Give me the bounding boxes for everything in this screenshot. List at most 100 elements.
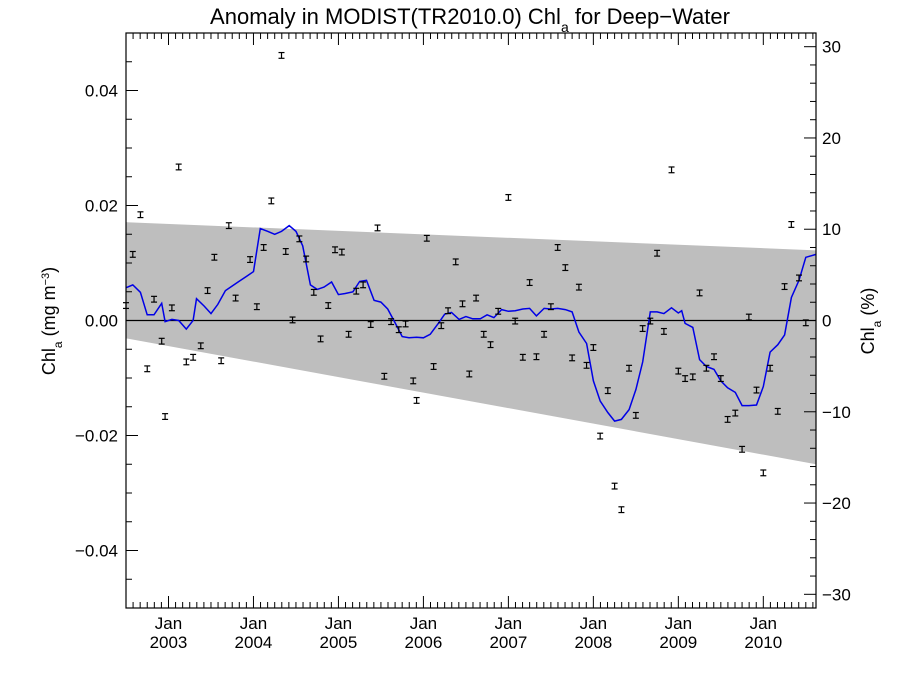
- data-point: [519, 353, 526, 361]
- x-tick-label-month: Jan: [325, 614, 352, 633]
- data-point: [781, 283, 788, 291]
- uncertainty-band-layer: [126, 222, 816, 465]
- y-left-tick-label: 0.02: [85, 197, 118, 216]
- data-point: [445, 307, 452, 315]
- data-point: [260, 244, 267, 251]
- x-tick-label-month: Jan: [580, 614, 607, 633]
- data-point: [487, 341, 494, 349]
- data-point: [211, 253, 218, 261]
- data-point: [466, 370, 473, 378]
- data-point: [232, 294, 239, 302]
- data-point: [325, 302, 332, 310]
- y-left-tick-label: −0.04: [75, 542, 118, 561]
- data-point: [144, 365, 151, 373]
- data-point: [360, 281, 367, 289]
- data-point: [162, 413, 169, 420]
- labels-layer: Anomaly in MODIST(TR2010.0) Chla for Dee…: [39, 4, 884, 375]
- data-point: [647, 317, 654, 325]
- data-point: [739, 445, 746, 453]
- data-point: [632, 411, 639, 419]
- data-point: [597, 432, 604, 440]
- x-tick-label-month: Jan: [240, 614, 267, 633]
- y-left-tick-label: 0.04: [85, 82, 118, 101]
- data-point: [268, 197, 275, 205]
- data-point: [639, 325, 646, 333]
- data-point: [774, 407, 781, 415]
- data-point: [682, 375, 689, 383]
- chart-title: Anomaly in MODIST(TR2010.0) Chla for Dee…: [210, 4, 730, 35]
- data-point: [168, 304, 175, 312]
- x-tick-label-year: 2009: [659, 633, 697, 652]
- y-left-tick-label: 0.00: [85, 312, 118, 331]
- data-point: [724, 415, 731, 423]
- data-point: [626, 364, 633, 372]
- data-point: [253, 303, 260, 311]
- data-point: [190, 353, 197, 361]
- data-point: [533, 353, 540, 361]
- axes-layer: Jan2003Jan2004Jan2005Jan2006Jan2007Jan20…: [75, 32, 851, 652]
- data-point: [402, 320, 409, 328]
- data-point: [668, 166, 675, 174]
- data-point: [796, 274, 803, 282]
- data-point: [278, 51, 285, 59]
- y-right-tick-label: 10: [822, 220, 841, 239]
- x-tick-label-month: Jan: [155, 614, 182, 633]
- data-point: [413, 396, 420, 404]
- y-right-tick-label: −30: [822, 585, 851, 604]
- data-point: [438, 322, 445, 330]
- y-axis-right-title: Chla (%): [858, 288, 884, 355]
- data-points-layer: [123, 51, 809, 514]
- data-point: [703, 364, 710, 372]
- data-point: [317, 335, 324, 343]
- data-point: [423, 234, 430, 242]
- data-point: [388, 318, 395, 326]
- data-point: [204, 287, 211, 295]
- data-point: [310, 288, 317, 296]
- data-point: [689, 373, 696, 381]
- y-right-tick-label: 0: [822, 312, 831, 331]
- data-point: [289, 316, 296, 324]
- uncertainty-band: [126, 222, 816, 465]
- data-point: [611, 482, 618, 490]
- x-tick-label-year: 2006: [404, 633, 442, 652]
- data-point: [745, 313, 752, 321]
- data-point: [473, 294, 480, 302]
- data-point: [374, 224, 381, 232]
- x-tick-label-year: 2008: [574, 633, 612, 652]
- data-point: [367, 321, 374, 328]
- data-point: [303, 255, 310, 263]
- x-tick-label-month: Jan: [750, 614, 777, 633]
- y-axis-left-title: Chla (mg m−3): [39, 267, 65, 375]
- x-tick-label-month: Jan: [410, 614, 437, 633]
- data-point: [604, 387, 611, 395]
- data-point: [760, 469, 767, 477]
- y-left-tick-label: −0.02: [75, 427, 118, 446]
- data-point: [480, 330, 487, 338]
- data-point: [505, 193, 512, 201]
- x-tick-label-month: Jan: [665, 614, 692, 633]
- data-point: [675, 367, 682, 375]
- x-tick-label-year: 2005: [320, 633, 358, 652]
- data-point: [569, 354, 576, 362]
- data-point: [282, 248, 289, 255]
- data-point: [753, 386, 760, 394]
- data-point: [338, 248, 345, 256]
- data-point: [430, 363, 437, 370]
- data-point: [395, 326, 402, 334]
- data-point: [767, 364, 774, 372]
- data-point: [247, 256, 254, 264]
- data-point: [788, 221, 795, 228]
- y-right-tick-label: 20: [822, 129, 841, 148]
- x-tick-label-year: 2007: [489, 633, 527, 652]
- data-point: [562, 264, 569, 272]
- data-point: [717, 375, 724, 383]
- data-point: [183, 358, 190, 366]
- data-point: [590, 344, 597, 351]
- data-point: [583, 361, 590, 369]
- data-point: [654, 249, 661, 257]
- x-tick-label-year: 2003: [150, 633, 188, 652]
- data-point: [410, 377, 417, 385]
- data-point: [618, 506, 625, 514]
